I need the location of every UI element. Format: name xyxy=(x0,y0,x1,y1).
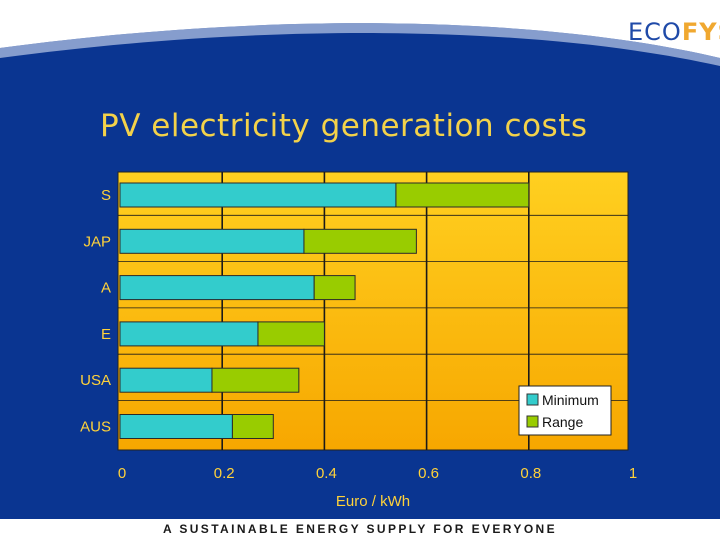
bar-a-minimum xyxy=(119,275,315,301)
bar-jap-minimum xyxy=(119,228,305,254)
x-tick-label-1: 0.2 xyxy=(214,465,235,482)
bar-usa-range xyxy=(211,367,300,393)
logo-fys: FYS xyxy=(681,18,720,46)
bar-s-minimum xyxy=(119,182,397,208)
category-label-usa: USA xyxy=(80,372,111,389)
bar-usa-minimum xyxy=(119,367,213,393)
legend-label-range: Range xyxy=(542,414,583,430)
slide-title: PV electricity generation costs xyxy=(100,108,588,144)
x-tick-label-0: 0 xyxy=(118,465,126,482)
category-label-aus: AUS xyxy=(80,419,111,436)
x-tick-labels: 0 0.2 0.4 0.6 0.8 1 xyxy=(118,465,637,482)
bar-s-range xyxy=(395,182,530,208)
footer-tagline: A SUSTAINABLE ENERGY SUPPLY FOR EVERYONE xyxy=(162,522,558,536)
bar-aus-minimum xyxy=(119,414,233,439)
category-label-e: E xyxy=(101,326,111,343)
category-label-a: A xyxy=(101,280,111,297)
x-tick-label-3: 0.6 xyxy=(418,465,439,482)
bar-a-range xyxy=(313,275,356,301)
x-axis-label: Euro / kWh xyxy=(336,493,410,510)
category-label-jap: JAP xyxy=(83,233,111,250)
x-tick-label-5: 1 xyxy=(629,465,637,482)
legend-swatch-range xyxy=(526,415,539,428)
logo-eco: ECO xyxy=(628,18,682,46)
legend: Minimum Range xyxy=(518,385,612,436)
x-tick-label-4: 0.8 xyxy=(520,465,541,482)
bar-e-range xyxy=(257,321,325,347)
footer-bar xyxy=(0,519,720,540)
category-label-s: S xyxy=(101,187,111,204)
x-tick-label-2: 0.4 xyxy=(316,465,337,482)
bar-jap-range xyxy=(303,228,417,254)
legend-swatch-minimum xyxy=(526,393,539,406)
ecofys-logo: ECOFYS xyxy=(628,18,720,46)
bars xyxy=(119,182,530,439)
legend-label-minimum: Minimum xyxy=(542,392,599,408)
category-labels: S JAP A E USA AUS xyxy=(80,187,111,436)
bar-aus-range xyxy=(231,414,274,439)
bar-e-minimum xyxy=(119,321,259,347)
